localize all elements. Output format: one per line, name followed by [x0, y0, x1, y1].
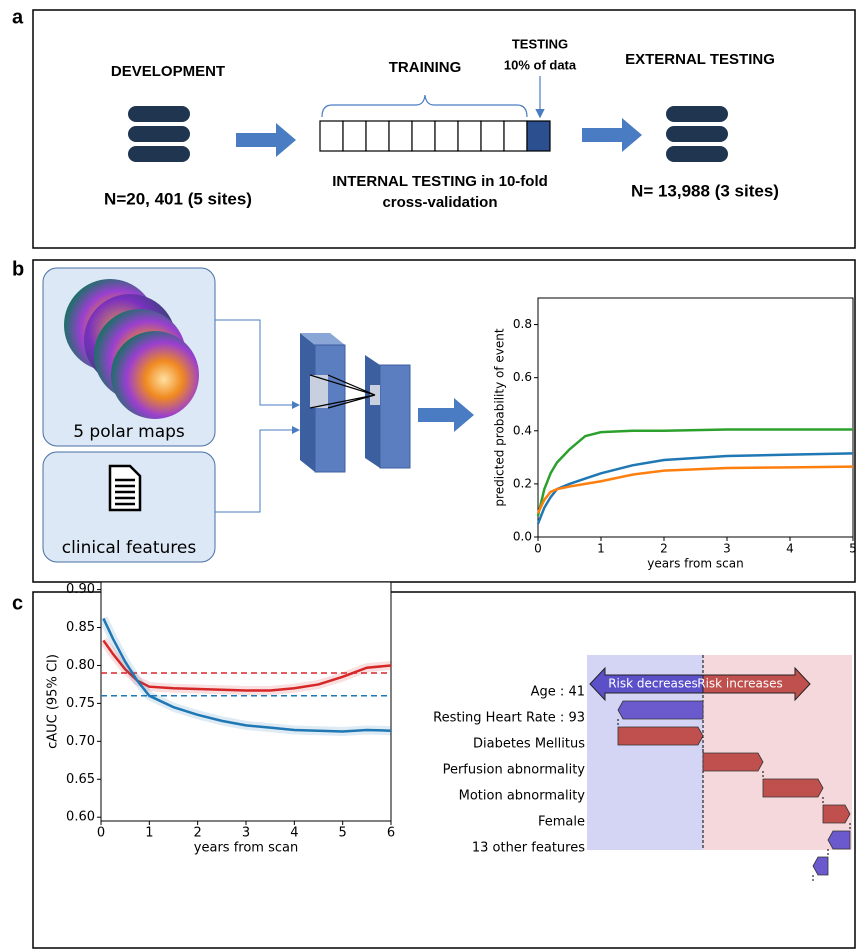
y-tick-label: 0.75 — [66, 696, 95, 711]
panel-label: b — [12, 258, 24, 280]
x-axis-label: years from scan — [194, 841, 298, 856]
arrow — [236, 123, 296, 157]
feature-label: Female — [538, 815, 585, 830]
y-tick-label: 0.4 — [513, 423, 532, 437]
feature-label: Age : 41 — [531, 685, 585, 700]
y-axis-label: predicted probability of event — [493, 328, 507, 506]
x-tick-label: 2 — [194, 826, 202, 841]
contribution-bar — [813, 857, 828, 875]
contribution-bar — [703, 753, 763, 771]
x-tick-label: 1 — [145, 826, 153, 841]
cnn-diagram — [300, 333, 410, 472]
database-icon — [128, 106, 190, 162]
input-label: 5 polar maps — [73, 422, 185, 442]
plot-frame — [101, 582, 391, 821]
label: 10% of data — [504, 57, 577, 72]
panel-label: a — [12, 6, 24, 28]
x-axis-label: years from scan — [647, 557, 743, 571]
contribution-bar — [618, 727, 703, 745]
y-tick-label: 0.85 — [66, 620, 95, 635]
direction-label: Risk decreases — [608, 677, 698, 691]
fold-cell — [343, 121, 366, 151]
panel-label: c — [12, 592, 23, 614]
x-tick-label: 1 — [597, 542, 605, 556]
connector — [215, 320, 298, 405]
label: N= 13,988 (3 sites) — [631, 181, 779, 200]
label: DEVELOPMENT — [111, 63, 225, 80]
y-axis-label: cAUC (95% CI) — [46, 654, 61, 749]
y-tick-label: 0.65 — [66, 772, 95, 787]
label: cross-validation — [382, 194, 497, 211]
y-tick-label: 0.60 — [66, 810, 95, 825]
contribution-bar — [828, 831, 850, 849]
fold-cell — [320, 121, 343, 151]
contribution-bar — [618, 701, 703, 719]
y-tick-label: 0.70 — [66, 734, 95, 749]
figure: a b c DEVELOPMENT N=20, 401 (5 sites) TR… — [0, 0, 857, 950]
y-tick-label: 0.6 — [513, 370, 532, 384]
arrow — [582, 118, 642, 152]
x-tick-label: 0 — [534, 542, 542, 556]
label: INTERNAL TESTING in 10-fold — [332, 173, 548, 190]
label: EXTERNAL TESTING — [625, 51, 775, 68]
feature-label: Resting Heart Rate : 93 — [433, 711, 585, 726]
fold-cell — [458, 121, 481, 151]
feature-label: 13 other features — [472, 841, 585, 856]
feature-label: Motion abnormality — [459, 789, 586, 804]
connector — [215, 430, 298, 512]
fold-cell — [481, 121, 504, 151]
x-tick-label: 0 — [97, 826, 105, 841]
brace — [322, 95, 527, 117]
plot-frame — [538, 298, 853, 537]
document-icon — [110, 466, 140, 510]
x-tick-label: 5 — [849, 542, 857, 556]
label: N=20, 401 (5 sites) — [104, 189, 252, 208]
contribution-bar — [823, 805, 850, 823]
x-tick-label: 3 — [242, 826, 250, 841]
fold-cell — [389, 121, 412, 151]
y-tick-label: 0.80 — [66, 658, 95, 673]
label: TESTING — [512, 36, 568, 51]
x-tick-label: 3 — [723, 542, 731, 556]
fold-bar — [320, 121, 550, 151]
polar-map — [111, 331, 199, 419]
arrow — [418, 398, 474, 432]
feature-label: Diabetes Mellitus — [473, 737, 585, 752]
fold-cell — [412, 121, 435, 151]
y-tick-label: 0.2 — [513, 476, 532, 490]
label: TRAINING — [389, 59, 462, 76]
feature-label: Perfusion abnormality — [443, 763, 586, 778]
contribution-bar — [763, 779, 823, 797]
fold-cell — [435, 121, 458, 151]
y-tick-label: 0.8 — [513, 317, 532, 331]
input-label: clinical features — [62, 538, 197, 558]
x-tick-label: 6 — [387, 826, 395, 841]
x-tick-label: 2 — [660, 542, 668, 556]
fold-cell — [504, 121, 527, 151]
x-tick-label: 5 — [339, 826, 347, 841]
fold-cell — [527, 121, 550, 151]
direction-label: Risk increases — [697, 677, 783, 691]
y-tick-label: 0.90 — [66, 582, 95, 597]
fold-cell — [366, 121, 389, 151]
x-tick-label: 4 — [290, 826, 298, 841]
database-icon — [666, 106, 728, 162]
x-tick-label: 4 — [786, 542, 794, 556]
y-tick-label: 0.0 — [513, 530, 532, 544]
